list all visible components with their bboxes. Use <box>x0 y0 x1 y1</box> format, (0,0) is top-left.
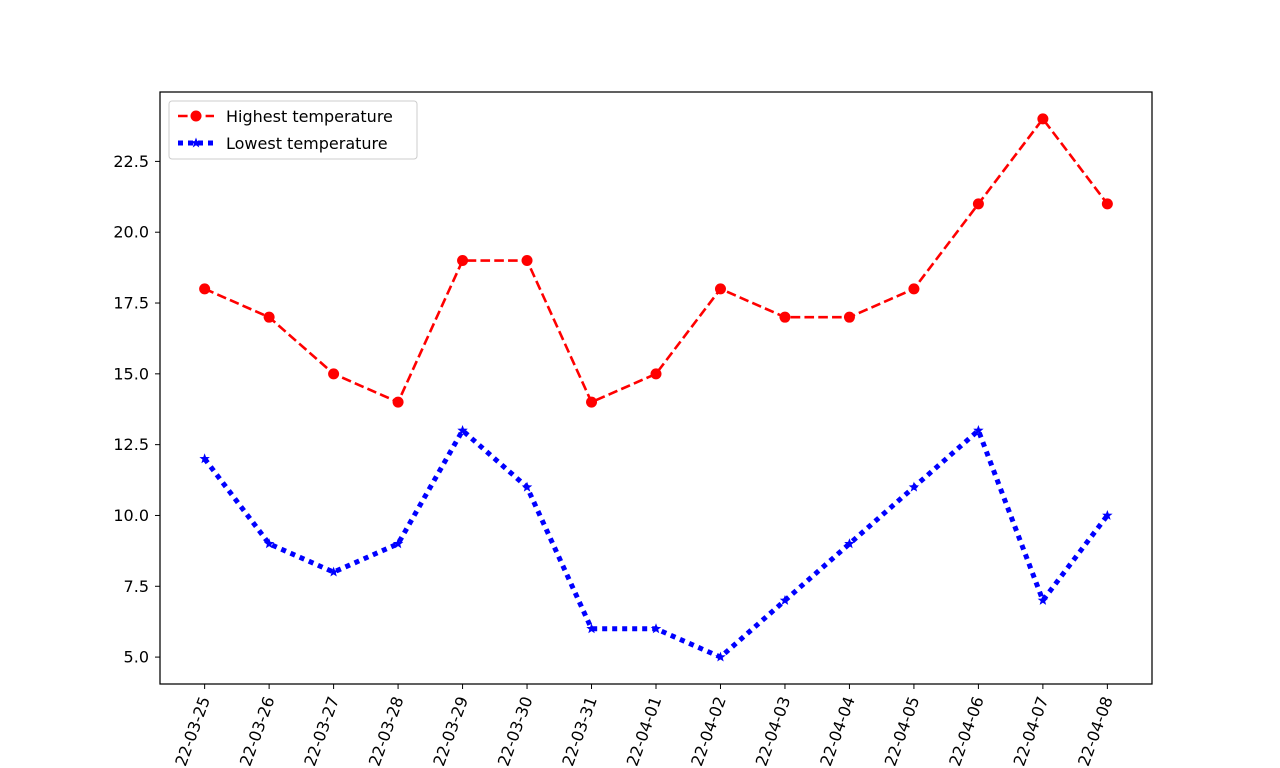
legend-marker-highest <box>190 110 202 122</box>
data-point-highest <box>392 396 404 408</box>
data-point-highest <box>1037 113 1049 125</box>
y-tick-label: 20.0 <box>113 223 149 242</box>
x-tick-label: 22-04-05 <box>881 694 924 768</box>
data-point-highest <box>779 311 791 323</box>
y-tick-label: 22.5 <box>113 152 149 171</box>
x-tick-label: 22-04-07 <box>1010 694 1053 768</box>
series-line-highest <box>204 117 1109 404</box>
x-tick-label: 22-03-31 <box>558 694 601 768</box>
data-point-lowest <box>392 538 404 549</box>
data-point-lowest <box>199 453 210 464</box>
data-point-highest <box>457 255 469 267</box>
x-tick-label: 22-03-27 <box>300 694 343 768</box>
legend-label-lowest: Lowest temperature <box>226 134 388 153</box>
data-point-highest <box>1101 198 1113 210</box>
legend-box <box>168 100 418 160</box>
x-tick-label: 22-04-04 <box>816 694 859 768</box>
data-point-lowest <box>586 623 597 634</box>
y-tick-label: 12.5 <box>113 435 149 454</box>
data-point-highest <box>199 283 211 295</box>
data-point-lowest <box>908 481 920 492</box>
data-point-lowest <box>1037 594 1049 605</box>
y-tick-label: 5.0 <box>124 648 149 667</box>
x-tick-label: 22-04-01 <box>623 694 666 768</box>
x-tick-label: 22-03-29 <box>429 694 472 768</box>
data-point-lowest <box>1102 509 1113 520</box>
data-point-lowest <box>457 424 468 435</box>
data-point-highest <box>263 311 275 323</box>
data-point-highest <box>843 311 855 323</box>
data-point-highest <box>521 255 533 267</box>
data-point-lowest <box>844 538 855 549</box>
x-tick-label: 22-03-30 <box>494 694 537 768</box>
y-tick-label: 7.5 <box>124 577 149 596</box>
data-point-lowest <box>328 566 339 577</box>
x-tick-label: 22-04-08 <box>1074 694 1117 768</box>
y-tick-label: 10.0 <box>113 506 149 525</box>
data-point-lowest <box>973 424 984 435</box>
data-point-highest <box>908 283 920 295</box>
axes-frame <box>159 91 1153 685</box>
y-tick-label: 15.0 <box>113 364 149 383</box>
x-axis: 22-03-25 22-03-26 22-03-27 22-03-28 22-03-29… <box>171 684 1117 768</box>
data-point-highest <box>586 396 598 408</box>
data-point-lowest <box>521 481 533 492</box>
data-point-highest <box>650 368 662 380</box>
data-point-highest <box>972 198 984 210</box>
legend: Highest temperature Lowest temperature <box>168 100 418 160</box>
x-tick-label: 22-04-06 <box>945 694 988 768</box>
data-point-highest <box>714 283 726 295</box>
x-tick-label: 22-04-03 <box>752 694 795 768</box>
legend-label-highest: Highest temperature <box>226 107 393 126</box>
data-point-lowest <box>715 651 726 662</box>
x-tick-label: 22-03-25 <box>171 694 214 768</box>
legend-marker-lowest <box>190 137 202 148</box>
y-tick-label: 17.5 <box>113 294 149 313</box>
data-point-lowest <box>650 623 662 634</box>
x-tick-label: 22-04-02 <box>687 694 730 768</box>
x-tick-label: 22-03-26 <box>236 694 279 768</box>
series-layer <box>199 113 1113 662</box>
data-point-lowest <box>779 594 791 605</box>
y-axis: 5.0 7.5 10.0 12.5 15.0 17.5 20.0 22.5 <box>113 152 160 667</box>
data-point-highest <box>328 368 340 380</box>
plot-area <box>160 92 1152 684</box>
x-tick-label: 22-03-28 <box>365 694 408 768</box>
data-point-lowest <box>263 538 275 549</box>
